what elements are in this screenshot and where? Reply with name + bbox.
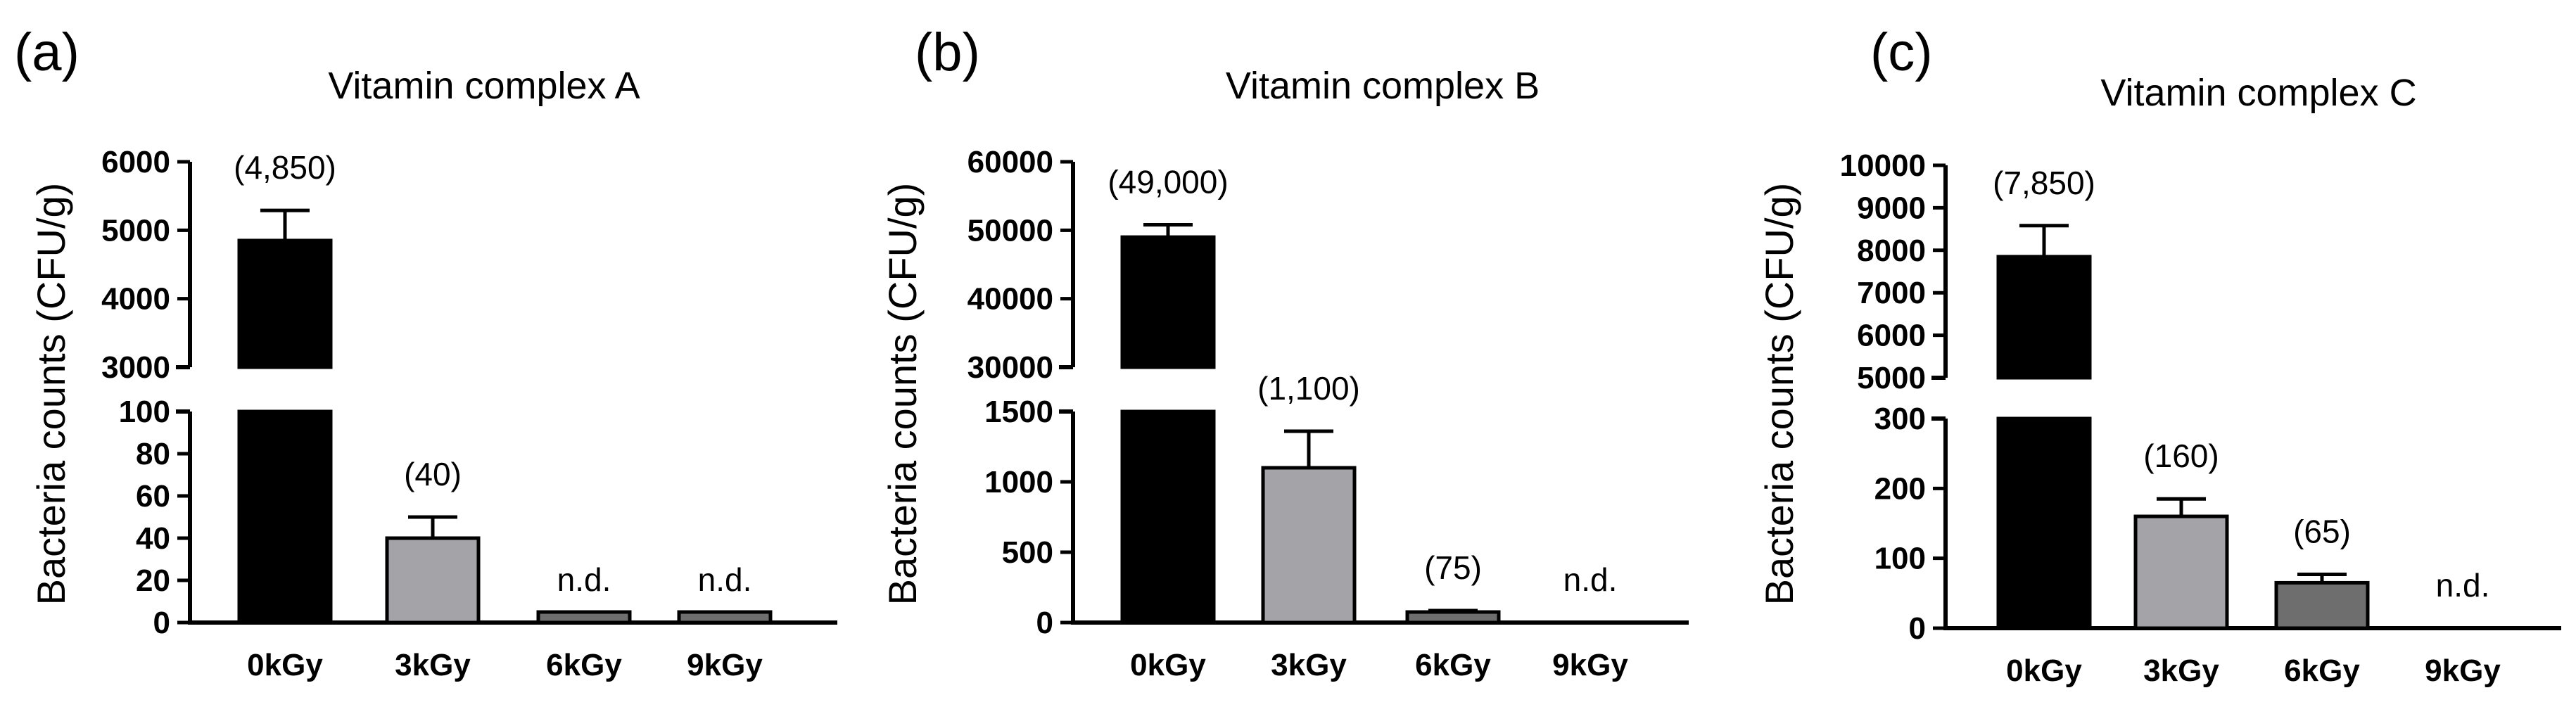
- panel-c-title: Vitamin complex C: [2100, 72, 2416, 114]
- panel-a-tick-label-upper: 5000: [101, 213, 170, 248]
- panel-a-category-0kGy: 0kGy: [247, 648, 323, 682]
- panel-a-data-label-0kGy: (4,850): [234, 149, 336, 186]
- panel-a-data-label-9kGy: n.d.: [698, 561, 752, 598]
- panel-c-data-label-9kGy: n.d.: [2436, 567, 2490, 604]
- panel-a-category-9kGy: 9kGy: [687, 648, 763, 682]
- panel-b-bar-0kGy-upper: [1120, 235, 1216, 369]
- panel-b-tick-label-lower: 1000: [984, 465, 1053, 499]
- panel-c-plot: 0 100 200 300 5000 6000 7000 8000 9000 10000 (7,85…: [1840, 148, 2561, 688]
- panel-a-data-label-3kGy: (40): [404, 456, 462, 492]
- panel-c-letter: (c): [1870, 23, 1933, 82]
- panel-a-tick-label-upper: 6000: [101, 145, 170, 179]
- panel-c-category-6kGy: 6kGy: [2284, 654, 2360, 688]
- panel-c-tick-label-lower: 0: [1909, 611, 1926, 646]
- panel-a-title: Vitamin complex A: [328, 65, 640, 107]
- panel-c-data-label-6kGy: (65): [2293, 514, 2351, 550]
- panel-b-tick-label-upper: 40000: [967, 282, 1053, 317]
- panel-a-category-3kGy: 3kGy: [395, 648, 471, 682]
- panel-c-bar-6kGy: [2274, 580, 2370, 630]
- panel-c-tick-label-upper: 10000: [1840, 148, 1926, 183]
- panel-c-tick-label-upper: 5000: [1857, 361, 1926, 395]
- panel-a-tick-label-upper: 4000: [101, 282, 170, 317]
- panel-a-letter: (a): [14, 23, 80, 82]
- panel-b-plot: 0 500 1000 1500 30000 40000 50000 60000 (49,000)…: [967, 145, 1689, 682]
- panel-b-tick-label-lower: 1500: [984, 395, 1053, 429]
- panel-a-bar-9kGy: [677, 610, 773, 625]
- panel-c-tick-label-upper: 8000: [1857, 234, 1926, 268]
- panel-c-tick-label-lower: 300: [1874, 402, 1926, 436]
- panel-a-tick-label-lower: 100: [119, 395, 170, 429]
- panel-b-category-9kGy: 9kGy: [1552, 648, 1628, 682]
- panel-a-tick-label-upper: 3000: [101, 350, 170, 385]
- panel-c: (c) Vitamin complex C Bacteria counts (C…: [1757, 23, 2561, 688]
- panel-b-tick-label-upper: 60000: [967, 145, 1053, 179]
- panel-b-y-axis-label: Bacteria counts (CFU/g): [880, 183, 925, 606]
- panel-b-bar-3kGy: [1261, 466, 1357, 625]
- panel-c-category-3kGy: 3kGy: [2143, 654, 2219, 688]
- panel-c-data-label-0kGy: (7,850): [1993, 165, 2095, 201]
- panel-c-tick-label-upper: 9000: [1857, 191, 1926, 225]
- panel-b-data-label-9kGy: n.d.: [1563, 561, 1618, 598]
- panel-c-data-label-3kGy: (160): [2143, 438, 2219, 474]
- panel-b-tick-label-upper: 50000: [967, 213, 1053, 248]
- panel-b-data-label-6kGy: (75): [1424, 549, 1482, 586]
- panel-b-tick-label-lower: 0: [1036, 606, 1053, 640]
- panel-a-tick-label-lower: 80: [136, 437, 170, 471]
- panel-c-category-0kGy: 0kGy: [2006, 654, 2082, 688]
- panel-c-bar-0kGy-lower: [1996, 416, 2092, 630]
- panel-b-data-label-3kGy: (1,100): [1257, 370, 1360, 407]
- panel-c-bar-0kGy-upper: [1996, 255, 2092, 380]
- panel-b-category-0kGy: 0kGy: [1130, 648, 1206, 682]
- panel-a-tick-label-lower: 20: [136, 563, 170, 598]
- panel-c-y-axis-label: Bacteria counts (CFU/g): [1757, 183, 1801, 606]
- panel-a-tick-label-lower: 40: [136, 521, 170, 556]
- panel-a-plot: 0 20 40 60 80 100 3000 4000 5000 6000 (4,850) 0kGy (…: [101, 145, 837, 682]
- panel-a-y-axis-label: Bacteria counts (CFU/g): [29, 183, 73, 606]
- panel-b: (b) Vitamin complex B Bacteria counts (C…: [880, 23, 1689, 682]
- panel-b-title: Vitamin complex B: [1226, 65, 1540, 107]
- panel-a-bar-3kGy: [385, 536, 481, 625]
- panel-b-tick-label-lower: 500: [1002, 535, 1053, 570]
- panel-c-tick-label-lower: 100: [1874, 542, 1926, 576]
- panel-c-tick-label-lower: 200: [1874, 471, 1926, 506]
- panel-a: (a) Vitamin complex A Bacteria counts (C…: [14, 23, 837, 682]
- panel-c-tick-label-upper: 7000: [1857, 276, 1926, 310]
- panel-b-letter: (b): [915, 23, 980, 82]
- panel-b-data-label-0kGy: (49,000): [1108, 164, 1228, 200]
- panel-b-bar-0kGy-lower: [1120, 409, 1216, 625]
- panel-a-category-6kGy: 6kGy: [546, 648, 622, 682]
- panel-b-tick-label-upper: 30000: [967, 350, 1053, 385]
- panel-a-tick-label-lower: 60: [136, 479, 170, 514]
- panel-a-bar-0kGy-upper: [237, 238, 333, 369]
- panel-c-category-9kGy: 9kGy: [2425, 654, 2501, 688]
- panel-c-bar-3kGy: [2133, 514, 2229, 630]
- panel-c-tick-label-upper: 6000: [1857, 319, 1926, 353]
- panel-a-tick-label-lower: 0: [153, 606, 170, 640]
- panel-b-category-6kGy: 6kGy: [1415, 648, 1491, 682]
- panel-a-data-label-6kGy: n.d.: [557, 561, 611, 598]
- panel-b-bar-6kGy: [1405, 610, 1501, 625]
- panel-a-bar-0kGy-lower: [237, 409, 333, 625]
- panel-b-category-3kGy: 3kGy: [1271, 648, 1347, 682]
- panel-a-bar-6kGy: [536, 610, 632, 625]
